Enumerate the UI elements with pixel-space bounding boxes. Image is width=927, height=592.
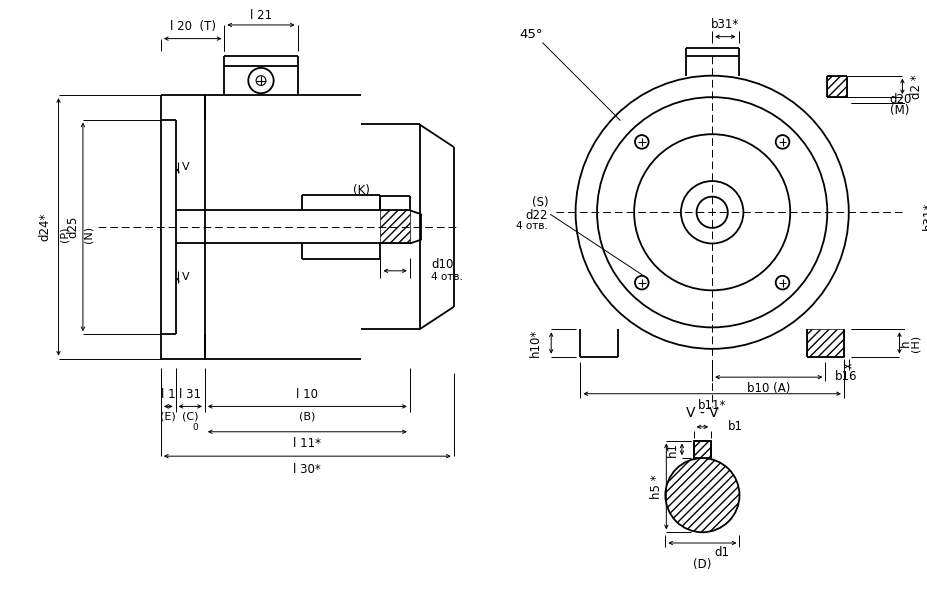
Text: (H): (H) — [909, 334, 919, 352]
Text: l 30*: l 30* — [293, 464, 321, 477]
Text: l 21: l 21 — [249, 9, 272, 22]
Text: (B): (B) — [298, 411, 315, 421]
Text: (K): (K) — [352, 184, 369, 197]
Text: h1: h1 — [665, 442, 678, 457]
Text: b10 (A): b10 (A) — [746, 382, 790, 395]
Text: l 11*: l 11* — [293, 437, 321, 450]
Text: (E): (E) — [160, 411, 176, 421]
Text: l 20  (T): l 20 (T) — [170, 20, 215, 33]
Text: h5 *: h5 * — [650, 474, 663, 498]
Text: 4 отв.: 4 отв. — [431, 272, 463, 282]
Text: V: V — [182, 162, 189, 172]
Text: (N): (N) — [83, 226, 94, 243]
Bar — [806, 329, 843, 356]
Text: d1: d1 — [714, 546, 729, 559]
Text: d2 *: d2 * — [908, 74, 921, 99]
Text: l 31: l 31 — [179, 388, 201, 401]
Text: V: V — [182, 272, 189, 282]
Bar — [826, 76, 846, 97]
Text: h: h — [898, 339, 911, 347]
Bar — [380, 210, 410, 243]
Text: V - V: V - V — [685, 406, 717, 420]
Text: 45°: 45° — [518, 28, 542, 41]
Text: d10: d10 — [431, 259, 453, 272]
Text: b31*: b31* — [710, 18, 739, 31]
Text: d24*: d24* — [38, 213, 51, 241]
Text: h10*: h10* — [528, 329, 541, 357]
Text: (P): (P) — [59, 227, 70, 243]
Text: (S): (S) — [531, 196, 548, 209]
Text: (M): (M) — [889, 104, 908, 117]
Text: d25: d25 — [67, 215, 80, 238]
Text: 4 отв.: 4 отв. — [515, 221, 548, 231]
Bar — [692, 440, 710, 458]
Text: h31*: h31* — [921, 202, 927, 230]
Text: d22: d22 — [526, 209, 548, 221]
Text: b16: b16 — [834, 369, 857, 382]
Circle shape — [665, 458, 739, 532]
Text: l 10: l 10 — [296, 388, 318, 401]
Text: (D): (D) — [692, 558, 711, 571]
Text: (C): (C) — [182, 411, 198, 421]
Text: d20: d20 — [889, 92, 911, 105]
Text: b11*: b11* — [697, 399, 726, 412]
Text: b1: b1 — [727, 420, 742, 433]
Text: 0: 0 — [192, 423, 197, 432]
Text: l 1: l 1 — [160, 388, 175, 401]
